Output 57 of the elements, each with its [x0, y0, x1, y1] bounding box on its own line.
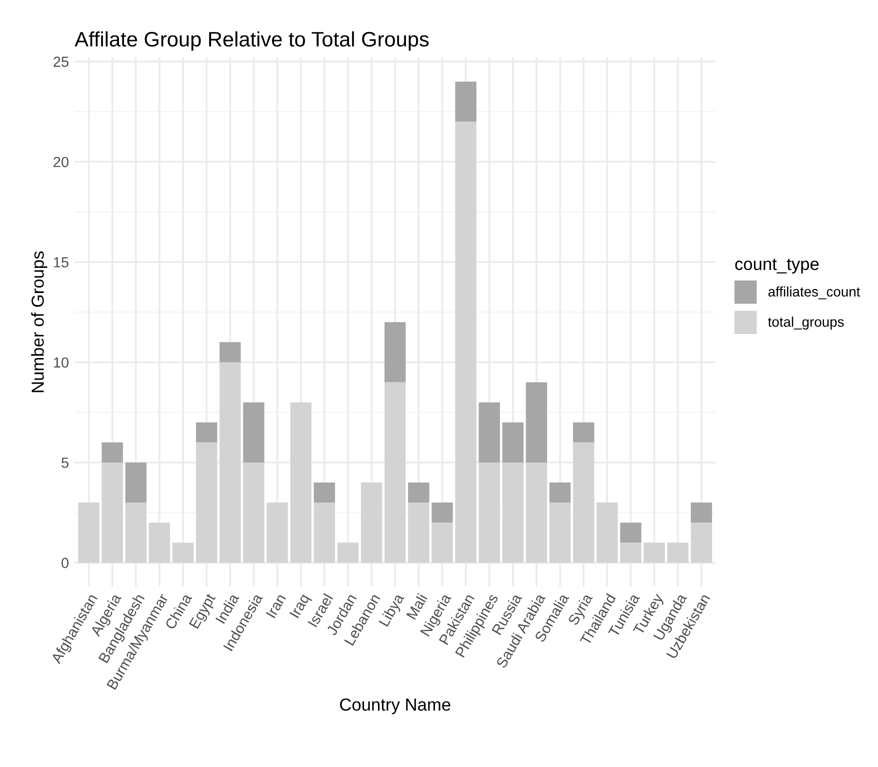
- bar: [266, 502, 288, 563]
- bar: [502, 462, 524, 563]
- legend-label: total_groups: [768, 316, 844, 330]
- bar: [243, 462, 264, 563]
- bar: [220, 362, 241, 563]
- bar: [526, 462, 548, 563]
- bar: [196, 422, 218, 442]
- bar: [314, 502, 336, 563]
- bar: [408, 482, 430, 503]
- x-axis-title: Country Name: [340, 698, 450, 714]
- bar: [314, 482, 336, 503]
- bar: [690, 502, 712, 523]
- bar: [620, 522, 642, 543]
- bar: [408, 502, 430, 563]
- bar: [526, 382, 548, 462]
- bar: [220, 342, 241, 362]
- bar: [360, 482, 382, 563]
- y-tick-label: 15: [54, 257, 68, 268]
- bar: [102, 462, 123, 563]
- bar: [125, 462, 146, 503]
- legend-label: affiliates_count: [768, 286, 860, 300]
- bar: [667, 542, 688, 563]
- bar: [290, 402, 312, 563]
- y-tick-label: 10: [54, 357, 69, 368]
- y-axis-title: Number of Groups: [31, 251, 48, 392]
- y-tick-label: 25: [54, 56, 68, 67]
- bar: [102, 442, 123, 462]
- bar: [502, 422, 524, 462]
- bar: [337, 542, 359, 563]
- bar: [573, 422, 594, 442]
- bar: [455, 122, 476, 563]
- legend-title: count_type: [735, 258, 819, 274]
- bar: [384, 382, 406, 563]
- bar: [690, 522, 712, 563]
- y-tick-label: 20: [54, 156, 69, 168]
- bar: [573, 442, 594, 563]
- bar: [620, 542, 642, 563]
- y-tick-label: 0: [62, 558, 69, 568]
- bar: [172, 542, 194, 563]
- bar: [455, 82, 476, 122]
- bar: [549, 502, 571, 563]
- bar: [478, 462, 500, 563]
- bar: [196, 442, 218, 563]
- bar: [78, 502, 100, 563]
- y-tick-label: 5: [62, 458, 68, 468]
- bar: [384, 322, 406, 382]
- x-tick-label: Iran: [266, 593, 286, 618]
- bar: [432, 502, 453, 523]
- chart-title: Affilate Group Relative to Total Groups: [74, 31, 429, 51]
- bar: [596, 502, 618, 563]
- bar: [243, 402, 264, 462]
- bar: [644, 542, 665, 563]
- bar: [125, 502, 146, 563]
- bar: [549, 482, 571, 503]
- bar: [432, 522, 453, 563]
- bar: [148, 522, 170, 563]
- bar: [478, 402, 500, 462]
